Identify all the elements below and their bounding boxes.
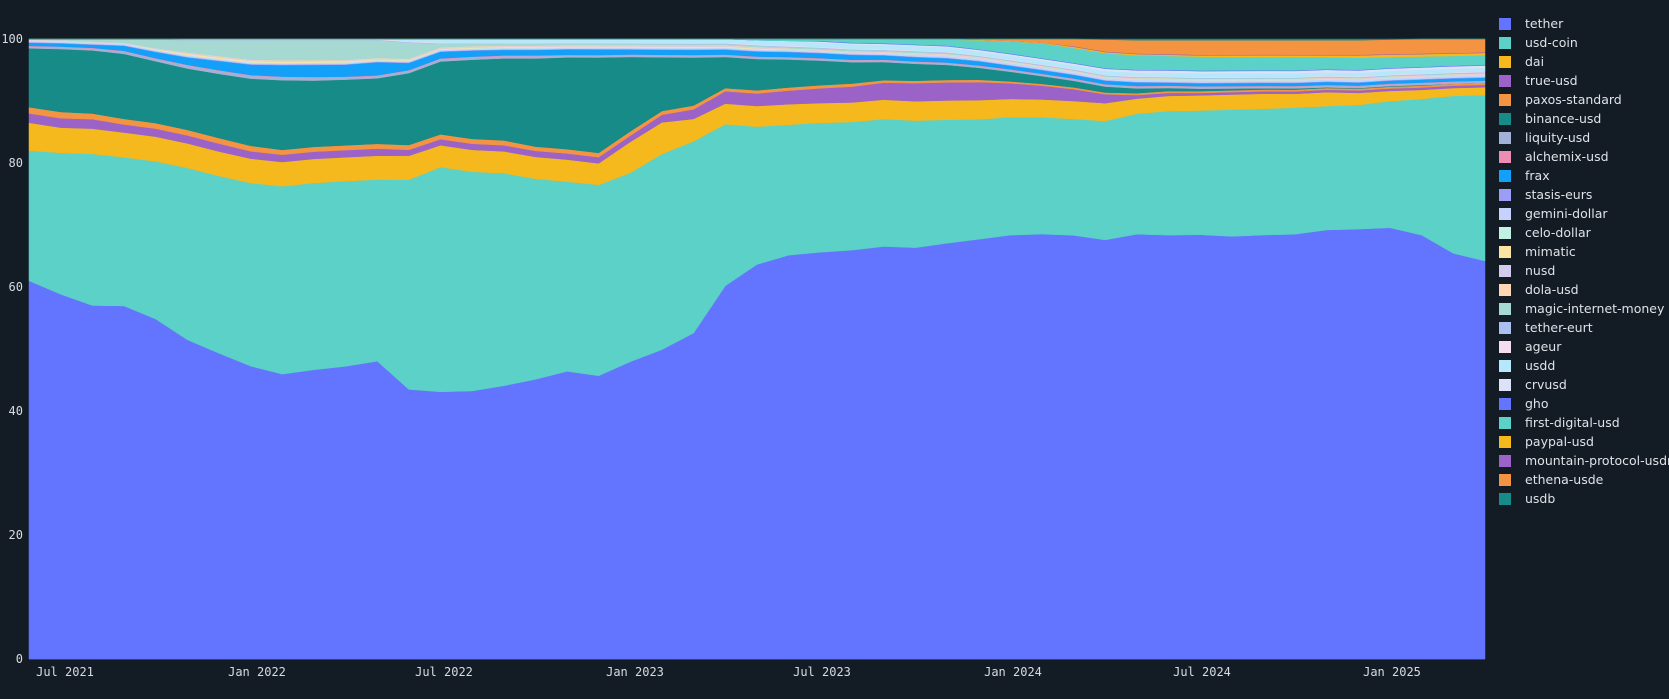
x-tick-jul-2024: Jul 2024	[1173, 665, 1231, 679]
legend-item-usdb[interactable]: usdb	[1499, 489, 1669, 508]
legend-label: nusd	[1525, 263, 1556, 278]
y-tick-100: 100	[1, 32, 23, 46]
legend-label: alchemix-usd	[1525, 149, 1609, 164]
legend-label: paypal-usd	[1525, 434, 1594, 449]
legend-label: ethena-usde	[1525, 472, 1604, 487]
legend-item-frax[interactable]: frax	[1499, 166, 1669, 185]
legend-label: first-digital-usd	[1525, 415, 1620, 430]
legend-item-paxos-standard[interactable]: paxos-standard	[1499, 90, 1669, 109]
legend: tether usd-coin dai true-usd paxos-standard b…	[1499, 14, 1669, 508]
stacked-area-chart: 0 20 40 60 80 100 Jul 2021 Jan 2022 Jul …	[1, 32, 1486, 679]
legend-item-ethena-usde[interactable]: ethena-usde	[1499, 470, 1669, 489]
legend-label: usdb	[1525, 491, 1556, 506]
legend-swatch	[1499, 378, 1511, 391]
y-tick-80: 80	[9, 156, 23, 170]
legend-item-dola-usd[interactable]: dola-usd	[1499, 280, 1669, 299]
legend-swatch	[1499, 473, 1511, 486]
legend-item-ageur[interactable]: ageur	[1499, 337, 1669, 356]
x-tick-jan-2025: Jan 2025	[1363, 665, 1421, 679]
legend-swatch	[1499, 131, 1511, 144]
legend-item-alchemix-usd[interactable]: alchemix-usd	[1499, 147, 1669, 166]
legend-label: usdd	[1525, 358, 1556, 373]
legend-label: crvusd	[1525, 377, 1567, 392]
x-tick-jan-2024: Jan 2024	[984, 665, 1042, 679]
legend-swatch	[1499, 397, 1511, 410]
legend-item-paypal-usd[interactable]: paypal-usd	[1499, 432, 1669, 451]
legend-label: liquity-usd	[1525, 130, 1591, 145]
legend-swatch	[1499, 74, 1511, 87]
legend-label: celo-dollar	[1525, 225, 1591, 240]
x-axis: Jul 2021 Jan 2022 Jul 2022 Jan 2023 Jul …	[36, 665, 1421, 679]
legend-item-true-usd[interactable]: true-usd	[1499, 71, 1669, 90]
legend-label: dai	[1525, 54, 1545, 69]
y-axis: 0 20 40 60 80 100	[1, 32, 23, 666]
x-tick-jul-2021: Jul 2021	[36, 665, 94, 679]
legend-swatch	[1499, 55, 1511, 68]
legend-label: tether	[1525, 16, 1564, 31]
legend-swatch	[1499, 492, 1511, 505]
legend-swatch	[1499, 340, 1511, 353]
legend-label: paxos-standard	[1525, 92, 1622, 107]
legend-label: gemini-dollar	[1525, 206, 1608, 221]
legend-swatch	[1499, 245, 1511, 258]
legend-item-usd-coin[interactable]: usd-coin	[1499, 33, 1669, 52]
legend-label: stasis-eurs	[1525, 187, 1593, 202]
legend-swatch	[1499, 150, 1511, 163]
legend-item-binance-usd[interactable]: binance-usd	[1499, 109, 1669, 128]
legend-swatch	[1499, 283, 1511, 296]
legend-item-mimatic[interactable]: mimatic	[1499, 242, 1669, 261]
legend-label: ageur	[1525, 339, 1562, 354]
legend-item-usdd[interactable]: usdd	[1499, 356, 1669, 375]
legend-item-tether-eurt[interactable]: tether-eurt	[1499, 318, 1669, 337]
legend-swatch	[1499, 17, 1511, 30]
area-usdb[interactable]	[29, 38, 1485, 41]
y-tick-60: 60	[9, 280, 23, 294]
y-tick-0: 0	[16, 652, 23, 666]
legend-item-mountain-protocol-usdm[interactable]: mountain-protocol-usdm	[1499, 451, 1669, 470]
legend-swatch	[1499, 207, 1511, 220]
legend-label: usd-coin	[1525, 35, 1578, 50]
legend-item-nusd[interactable]: nusd	[1499, 261, 1669, 280]
legend-swatch	[1499, 112, 1511, 125]
legend-swatch	[1499, 188, 1511, 201]
legend-swatch	[1499, 454, 1511, 467]
legend-swatch	[1499, 36, 1511, 49]
x-tick-jul-2023: Jul 2023	[793, 665, 851, 679]
legend-swatch	[1499, 93, 1511, 106]
legend-item-first-digital-usd[interactable]: first-digital-usd	[1499, 413, 1669, 432]
legend-label: mountain-protocol-usdm	[1525, 453, 1669, 468]
x-tick-jan-2023: Jan 2023	[606, 665, 664, 679]
legend-item-gemini-dollar[interactable]: gemini-dollar	[1499, 204, 1669, 223]
y-tick-40: 40	[9, 404, 23, 418]
legend-item-stasis-eurs[interactable]: stasis-eurs	[1499, 185, 1669, 204]
legend-swatch	[1499, 416, 1511, 429]
legend-item-tether[interactable]: tether	[1499, 14, 1669, 33]
legend-label: binance-usd	[1525, 111, 1602, 126]
legend-label: dola-usd	[1525, 282, 1579, 297]
legend-label: tether-eurt	[1525, 320, 1593, 335]
legend-item-gho[interactable]: gho	[1499, 394, 1669, 413]
legend-label: mimatic	[1525, 244, 1576, 259]
x-tick-jan-2022: Jan 2022	[228, 665, 286, 679]
legend-label: frax	[1525, 168, 1550, 183]
legend-label: magic-internet-money	[1525, 301, 1665, 316]
legend-swatch	[1499, 321, 1511, 334]
plot-area[interactable]	[28, 38, 1486, 660]
legend-label: true-usd	[1525, 73, 1578, 88]
x-tick-jul-2022: Jul 2022	[415, 665, 473, 679]
y-tick-20: 20	[9, 528, 23, 542]
legend-swatch	[1499, 264, 1511, 277]
legend-label: gho	[1525, 396, 1549, 411]
legend-swatch	[1499, 435, 1511, 448]
legend-swatch	[1499, 226, 1511, 239]
legend-item-magic-internet-money[interactable]: magic-internet-money	[1499, 299, 1669, 318]
legend-item-liquity-usd[interactable]: liquity-usd	[1499, 128, 1669, 147]
legend-swatch	[1499, 169, 1511, 182]
legend-item-dai[interactable]: dai	[1499, 52, 1669, 71]
legend-item-celo-dollar[interactable]: celo-dollar	[1499, 223, 1669, 242]
legend-swatch	[1499, 302, 1511, 315]
legend-item-crvusd[interactable]: crvusd	[1499, 375, 1669, 394]
legend-swatch	[1499, 359, 1511, 372]
